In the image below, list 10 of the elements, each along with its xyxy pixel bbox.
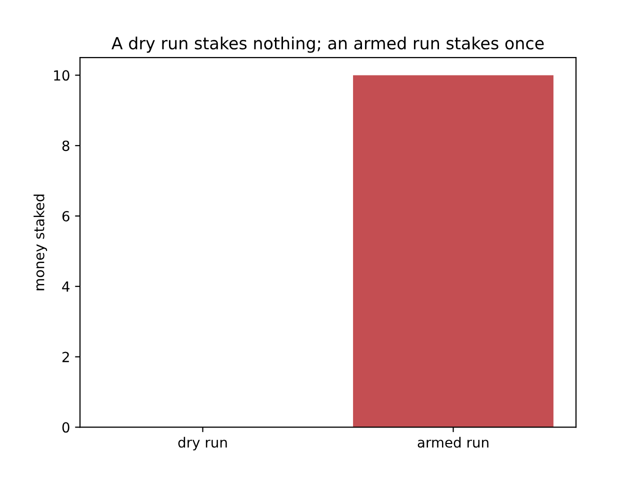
x-tick-label: dry run bbox=[178, 436, 227, 450]
y-tick-label: 0 bbox=[62, 422, 70, 433]
y-tick-label: 8 bbox=[62, 140, 70, 152]
y-axis-title: money staked bbox=[34, 194, 48, 290]
y-tick-label: 6 bbox=[62, 210, 70, 222]
x-tick-label: armed run bbox=[418, 436, 488, 448]
y-tick-label: 2 bbox=[62, 352, 69, 362]
chart-title: A dry run stakes nothing; an armed run stakes once bbox=[112, 36, 544, 53]
y-tick-label: 10 bbox=[54, 70, 70, 81]
y-tick-label: 4 bbox=[62, 282, 70, 292]
